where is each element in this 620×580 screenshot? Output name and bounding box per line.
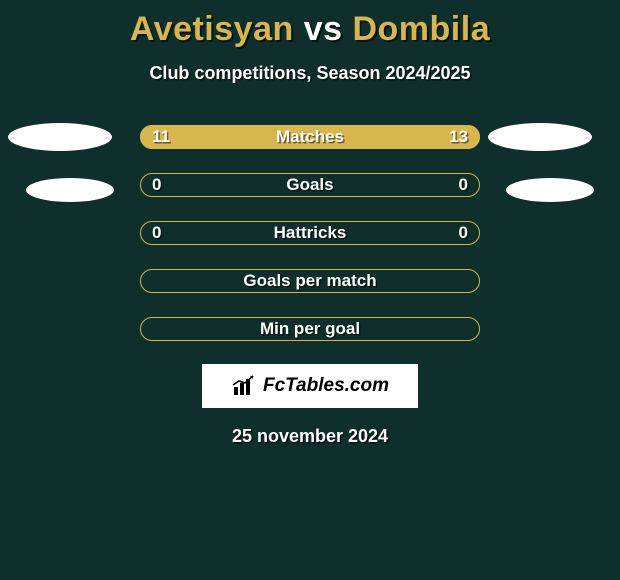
stat-value-left: 0 [152,223,161,243]
logo-chart-icon [231,375,257,397]
stat-row: Matches11 13 [0,124,620,150]
title-player-right: Dombila [352,10,490,48]
stat-label: Goals [0,175,620,195]
stat-value-left: 11 [152,127,170,147]
stat-label: Hattricks [0,223,620,243]
stat-value-right: 0 [459,223,468,243]
stat-value-right: 13 [449,127,468,147]
title-player-left: Avetisyan [130,10,294,48]
stat-rows: Matches1113Goals00Hattricks00Goals per m… [0,124,620,342]
stat-row: Goals per match [0,268,620,294]
subtitle: Club competitions, Season 2024/2025 [0,63,620,84]
stat-row: Goals0 0 [0,172,620,198]
stat-label: Goals per match [0,271,620,291]
logo-box: FcTables.com [202,364,418,408]
stat-label: Matches [0,127,620,147]
stat-row: Hattricks0 0 [0,220,620,246]
date-line: 25 november 2024 [0,426,620,447]
title-vs: vs [304,10,343,48]
stat-label: Min per goal [0,319,620,339]
stat-row: Min per goal [0,316,620,342]
stat-value-left: 0 [152,175,161,195]
stat-value-right: 0 [459,175,468,195]
infographic-container: Avetisyan vs Dombila Club competitions, … [0,0,620,580]
logo-text: FcTables.com [263,375,389,397]
title: Avetisyan vs Dombila [0,0,620,49]
